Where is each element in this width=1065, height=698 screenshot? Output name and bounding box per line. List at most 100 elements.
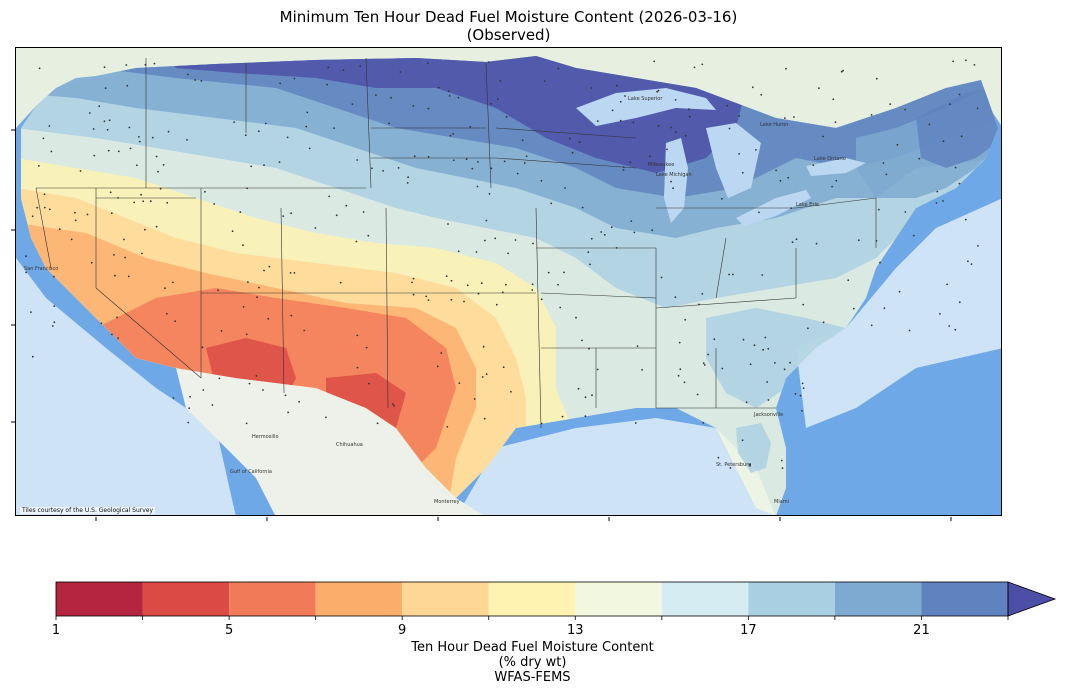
station-marker — [761, 274, 764, 276]
station-marker — [481, 376, 484, 378]
station-marker — [53, 305, 56, 307]
station-marker — [397, 167, 400, 169]
station-marker — [440, 352, 443, 354]
map-panel[interactable]: San Francisco Chihuahua Monterrey Hermos… — [15, 47, 1002, 516]
station-marker — [365, 346, 368, 349]
state-border — [365, 57, 372, 189]
station-marker — [795, 238, 798, 241]
station-marker — [165, 312, 168, 315]
station-marker — [847, 279, 850, 282]
station-marker — [107, 149, 110, 152]
place-label: Monterrey — [434, 499, 460, 505]
colorbar-label-line-3: WFAS-FEMS — [494, 670, 571, 685]
station-marker — [755, 149, 757, 151]
station-marker — [596, 368, 599, 371]
station-marker — [220, 330, 223, 332]
station-marker — [407, 176, 409, 179]
station-marker — [108, 119, 111, 122]
station-marker — [31, 355, 34, 358]
station-marker — [457, 96, 460, 99]
station-marker — [547, 271, 550, 274]
station-marker — [447, 90, 450, 93]
station-marker — [48, 125, 51, 127]
station-marker — [476, 185, 479, 188]
station-marker — [707, 353, 709, 356]
station-marker — [784, 117, 786, 119]
station-marker — [359, 65, 362, 67]
station-marker — [870, 324, 873, 327]
station-marker — [211, 404, 214, 406]
station-marker — [140, 193, 142, 196]
station-marker — [779, 179, 782, 182]
station-marker — [70, 238, 73, 241]
colorbar-extend-arrow — [1007, 581, 1057, 617]
station-marker — [793, 116, 795, 118]
station-marker — [390, 96, 392, 99]
station-marker — [532, 242, 534, 245]
station-marker — [202, 389, 205, 391]
station-marker — [287, 411, 289, 414]
station-marker — [760, 93, 763, 96]
station-marker — [201, 346, 204, 349]
station-marker — [138, 136, 140, 138]
station-marker — [30, 311, 32, 313]
station-marker — [144, 63, 147, 66]
station-marker — [250, 165, 253, 168]
station-marker — [801, 382, 804, 385]
state-border — [535, 207, 542, 429]
station-marker — [666, 148, 668, 151]
station-marker — [660, 276, 663, 279]
station-marker — [787, 176, 790, 179]
station-marker — [738, 115, 741, 117]
station-marker — [584, 415, 587, 418]
station-marker — [531, 289, 534, 291]
state-border — [485, 62, 492, 189]
station-marker — [244, 134, 247, 137]
station-marker — [912, 234, 915, 237]
station-marker — [88, 112, 91, 114]
station-marker — [93, 154, 96, 157]
station-marker — [958, 182, 961, 185]
station-marker — [713, 338, 716, 341]
station-marker — [584, 396, 587, 399]
station-marker — [172, 397, 175, 399]
station-marker — [702, 422, 705, 424]
station-marker — [670, 180, 672, 183]
station-marker — [717, 456, 720, 459]
station-marker — [38, 67, 41, 70]
state-border — [495, 157, 637, 169]
station-marker — [490, 102, 492, 105]
station-marker — [502, 366, 505, 369]
station-marker — [412, 277, 415, 280]
station-marker — [53, 321, 56, 324]
station-marker — [564, 187, 566, 189]
station-marker — [36, 206, 39, 209]
place-label: Jacksonville — [753, 412, 783, 418]
station-marker — [79, 170, 82, 172]
station-marker — [842, 69, 844, 72]
station-marker — [693, 66, 696, 69]
place-label: Lake Ontario — [814, 156, 846, 162]
station-marker — [889, 103, 892, 105]
station-marker — [100, 322, 103, 325]
station-marker — [482, 345, 485, 348]
station-marker — [51, 325, 54, 327]
station-marker — [634, 422, 637, 424]
colorbar-tick-label: 5 — [225, 623, 233, 638]
station-marker — [840, 70, 843, 73]
place-label: Lake Michigan — [656, 172, 692, 178]
station-marker — [427, 156, 430, 158]
station-marker — [293, 272, 296, 274]
station-marker — [745, 401, 748, 404]
station-marker — [290, 212, 292, 215]
station-marker — [898, 290, 901, 293]
station-marker — [732, 273, 734, 276]
station-marker — [257, 130, 260, 133]
station-marker — [450, 298, 453, 301]
station-marker — [475, 251, 478, 253]
colorbar-bin — [142, 582, 230, 616]
station-marker — [764, 336, 767, 339]
station-marker — [790, 207, 792, 210]
station-marker — [701, 63, 704, 66]
station-marker — [568, 137, 571, 140]
